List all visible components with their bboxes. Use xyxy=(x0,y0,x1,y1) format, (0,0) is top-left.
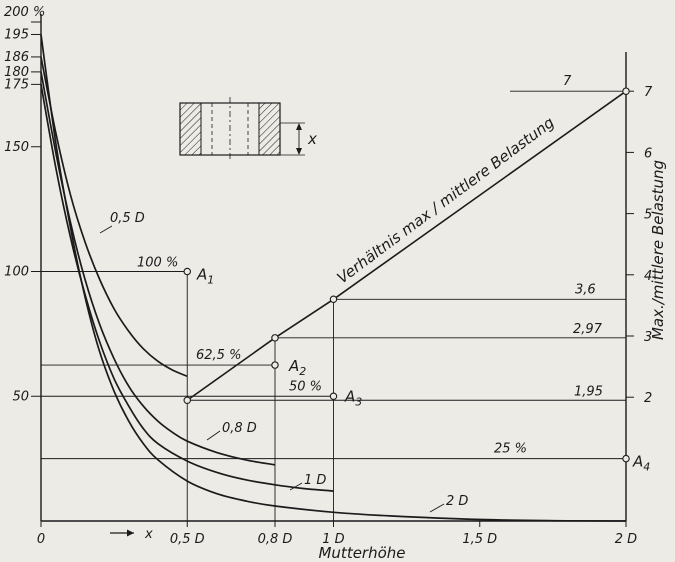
x-direction-label: x xyxy=(144,527,153,542)
y-left-tick-label: 175 xyxy=(4,77,29,92)
x-tick-label: 0,8 D xyxy=(258,532,293,547)
y-left-tick-label: 200 % xyxy=(4,5,45,20)
reference-point-name: A4 xyxy=(632,453,650,474)
series-label: 1 D xyxy=(304,473,326,488)
nut-section-left xyxy=(179,102,202,156)
series-label: 0,8 D xyxy=(222,421,257,436)
ratio-value-label: 2,97 xyxy=(573,322,603,337)
reference-point-marker xyxy=(329,392,338,400)
ratio-point xyxy=(183,396,192,405)
ratio-value-label: 7 xyxy=(563,74,572,89)
series-label: 2 D xyxy=(446,494,468,509)
y-right-tick-label: 3 xyxy=(644,330,652,345)
reference-percent-label: 62,5 % xyxy=(196,348,241,363)
series-curve xyxy=(40,56,188,378)
y-left-tick-label: 100 xyxy=(4,265,29,280)
y-left-tick-label: 186 xyxy=(4,50,29,65)
y-right-tick-label: 6 xyxy=(644,146,652,161)
series-curve xyxy=(40,84,334,492)
reference-points xyxy=(183,267,630,463)
ratio-line xyxy=(186,90,627,401)
y-right-tick-label: 4 xyxy=(644,269,652,284)
reference-point-marker xyxy=(183,267,192,276)
x-tick-label: 1,5 D xyxy=(462,532,497,547)
x-tick-label: 1 D xyxy=(322,532,344,547)
x-tick-label: 0 xyxy=(37,532,45,547)
series-group xyxy=(40,34,627,522)
x-tick-label: 2 D xyxy=(615,532,637,547)
y-right-tick-label: 2 xyxy=(644,391,652,406)
y-right-axis-title: Max./mittlere Belastung xyxy=(649,160,667,340)
y-right-tick-label: 5 xyxy=(644,208,652,223)
series-label-leader xyxy=(99,225,113,234)
nut-cross-section-icon: x xyxy=(179,97,317,162)
reference-point-marker xyxy=(622,454,630,463)
ratio-point xyxy=(271,334,279,342)
series-label-leader xyxy=(206,430,221,441)
reference-percent-label: 100 % xyxy=(137,256,178,271)
reference-percent-label: 25 % xyxy=(494,442,527,457)
labels: 0,5 D 0,8 D 1 D 2 D 1,95 2,97 3,6 7 100 % A1 62,5 … xyxy=(99,74,650,513)
reference-point-name: A1 xyxy=(196,266,214,287)
y-left-tick-label: 180 xyxy=(4,65,29,80)
x-direction-arrow-head xyxy=(127,529,134,537)
series-label: 0,5 D xyxy=(110,211,145,226)
y-left-tick-label: 150 xyxy=(4,140,29,155)
ratio-value-label: 3,6 xyxy=(575,282,596,297)
series-curve xyxy=(40,34,627,522)
ratio-line-label: Verhältnis max / mittlere Belastung xyxy=(334,113,558,287)
y-left-tick-label: 50 xyxy=(12,389,29,404)
y-left-tick-label: 195 xyxy=(4,27,29,42)
series-label-leader xyxy=(289,482,303,491)
dimension-arrow-down xyxy=(296,148,302,155)
reference-percent-label: 50 % xyxy=(289,379,322,394)
x-axis-title: Mutterhöhe xyxy=(318,544,405,562)
reference-point-marker xyxy=(271,361,279,369)
nut-section-right xyxy=(258,102,281,156)
reference-point-name: A3 xyxy=(344,387,362,408)
reference-lines xyxy=(41,90,626,521)
ratio-point xyxy=(329,295,338,304)
x-tick-label: 0,5 D xyxy=(170,532,205,547)
ratio-point xyxy=(622,87,630,95)
series-curve xyxy=(40,71,276,466)
y-right-tick-label: 7 xyxy=(644,85,653,100)
ratio-value-label: 1,95 xyxy=(574,384,603,399)
dimension-arrow-up xyxy=(296,123,302,130)
reference-point-name: A2 xyxy=(288,357,306,378)
ratio-line-group: Verhältnis max / mittlere Belastung xyxy=(183,87,630,405)
inset-x-label: x xyxy=(307,130,317,148)
series-label-leader xyxy=(429,503,445,513)
